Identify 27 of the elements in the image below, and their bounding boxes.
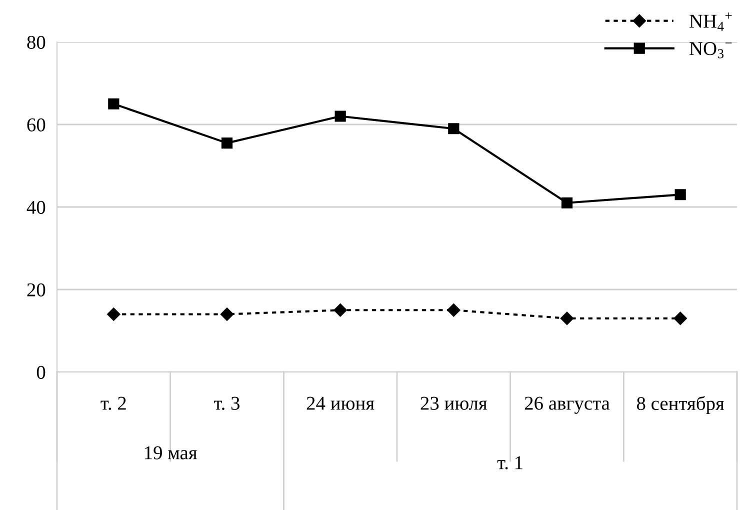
text: 19 мая (145, 446, 198, 460)
point (334, 110, 346, 122)
x-tick-label: 24 июня (306, 396, 374, 410)
x-tick-label: 26 августа (524, 396, 610, 414)
x-tick-label: т. 2 (100, 396, 126, 410)
y-tick-label: 80 (27, 36, 46, 49)
y-tick-label: 20 (27, 283, 46, 296)
point (560, 312, 574, 325)
y-tick-label: 0 (36, 366, 46, 379)
point (221, 138, 233, 149)
x-tick-label: т. 3 (214, 396, 240, 410)
point (220, 308, 234, 321)
y-tick-label: 60 (27, 118, 46, 132)
point (674, 189, 686, 200)
point (447, 304, 460, 317)
point (108, 98, 120, 110)
text: т. 1 (497, 456, 522, 470)
y-tick-label: 40 (26, 200, 46, 214)
point (448, 123, 460, 134)
point (107, 308, 120, 321)
point (674, 312, 687, 325)
legend-label: NO$_{3}$$^{−}$ (690, 42, 732, 58)
point (561, 197, 573, 208)
x-tick-label: 23 июля (420, 396, 488, 410)
x-tick-label: 8 сентября (636, 396, 724, 414)
legend-label: NH$_{4}$$^{+}$ (690, 12, 732, 31)
point (334, 304, 347, 317)
